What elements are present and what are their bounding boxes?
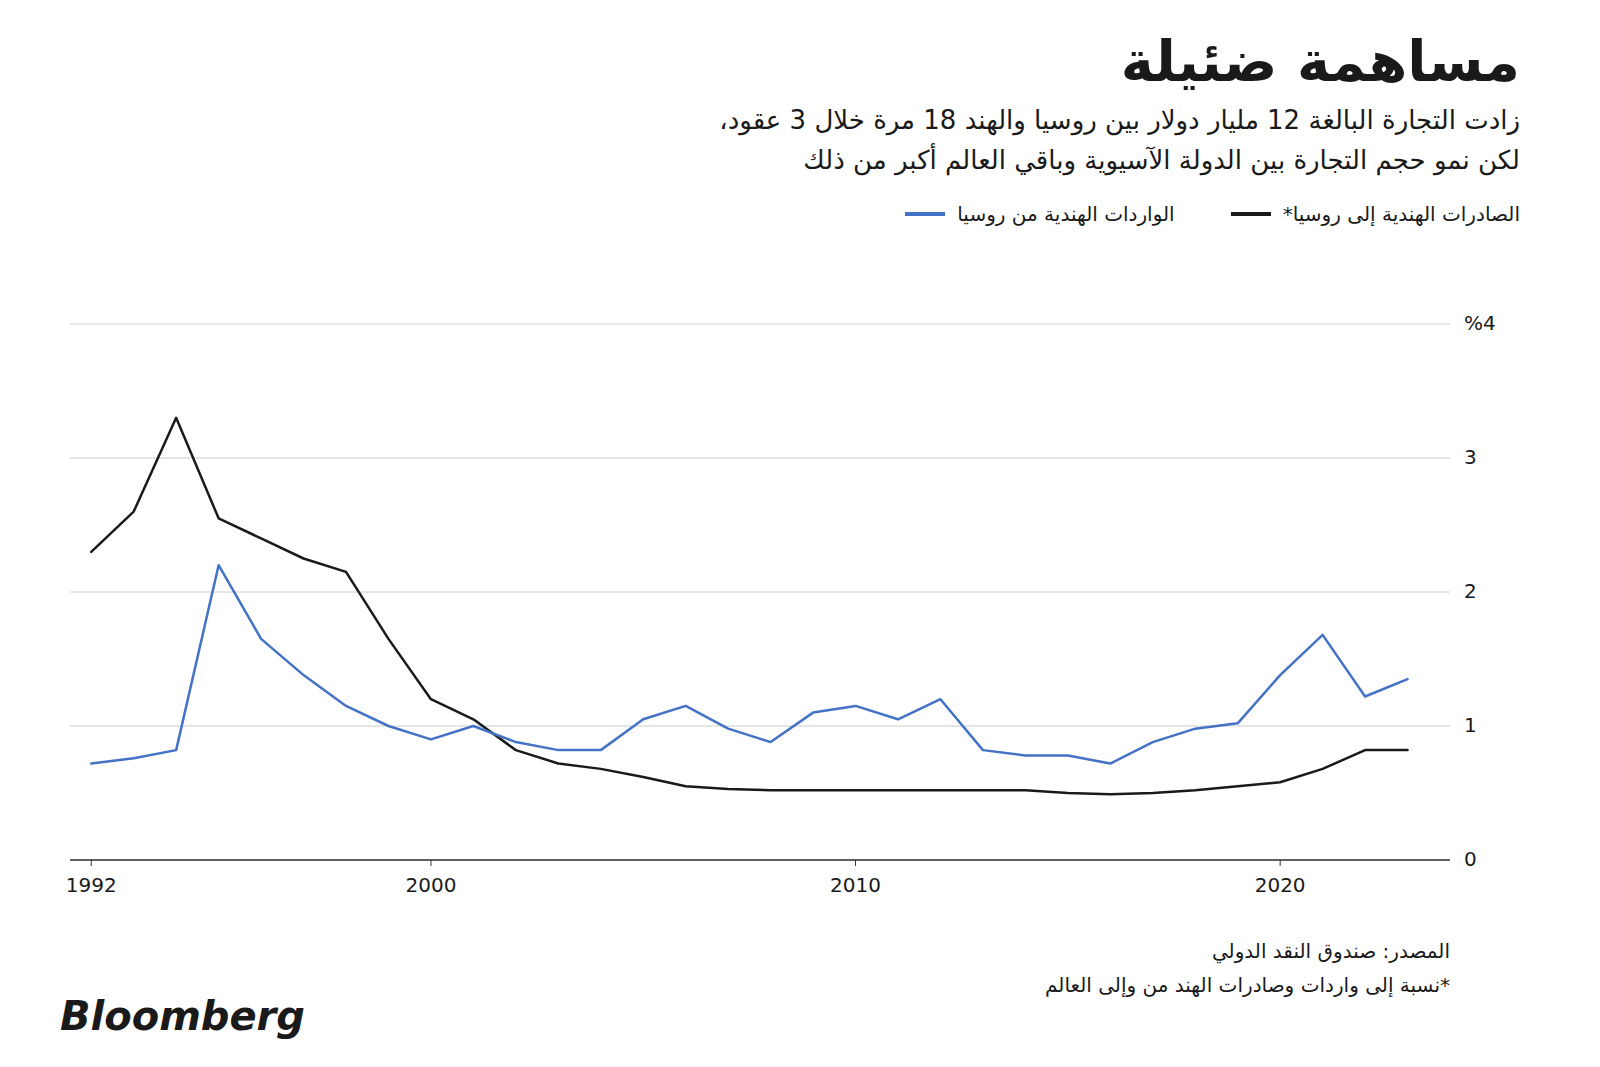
footer: المصدر: صندوق النقد الدولي*نسبة إلى وارد… xyxy=(250,934,1450,1002)
x-axis-line xyxy=(70,859,1450,861)
grid-line xyxy=(70,324,1450,325)
legend: الصادرات الهندية إلى روسيا* الواردات الهن… xyxy=(80,202,1520,226)
series-line xyxy=(91,565,1407,763)
x-tick-label: 2010 xyxy=(830,873,881,897)
x-tick-label: 2020 xyxy=(1255,873,1306,897)
grid-line xyxy=(70,726,1450,727)
title: مساهمة ضئيلة xyxy=(80,24,1520,100)
legend-label: الواردات الهندية من روسيا xyxy=(957,202,1174,226)
x-tick-label: 2000 xyxy=(405,873,456,897)
x-tick xyxy=(430,860,431,866)
y-tick-label: 3 xyxy=(1464,445,1477,469)
legend-item: الصادرات الهندية إلى روسيا* xyxy=(1231,202,1520,226)
y-tick-label: 0 xyxy=(1464,847,1477,871)
legend-item: الواردات الهندية من روسيا xyxy=(905,202,1174,226)
header: مساهمة ضئيلةزادت التجارة البالغة 12 مليا… xyxy=(80,24,1520,226)
subtitle: لكن نمو حجم التجارة بين الدولة الآسيوية … xyxy=(80,140,1520,180)
y-tick-label: 2 xyxy=(1464,579,1477,603)
plot-area xyxy=(91,418,1407,795)
subtitle: زادت التجارة البالغة 12 مليار دولار بين … xyxy=(80,100,1520,140)
source-note: *نسبة إلى واردات وصادرات الهند من وإلى ا… xyxy=(250,968,1450,1002)
grid-line xyxy=(70,458,1450,459)
y-tick-label: %4 xyxy=(1464,311,1496,335)
grid xyxy=(70,324,1450,860)
source-note: المصدر: صندوق النقد الدولي xyxy=(250,934,1450,968)
brand: Bloomberg xyxy=(60,993,305,1039)
legend-swatch xyxy=(1231,212,1271,216)
x-tick-label: 1992 xyxy=(66,873,117,897)
x-tick xyxy=(855,860,856,866)
y-tick-label: 1 xyxy=(1464,713,1477,737)
grid-line xyxy=(70,592,1450,593)
grid-line xyxy=(70,860,1450,861)
x-tick xyxy=(91,860,92,866)
x-tick xyxy=(1280,860,1281,866)
legend-swatch xyxy=(905,212,945,216)
legend-label: الصادرات الهندية إلى روسيا* xyxy=(1283,202,1520,226)
chart: 0 1 2 3 %4 1992 2000 2010 2020 xyxy=(0,300,1600,920)
series-line xyxy=(91,418,1407,795)
